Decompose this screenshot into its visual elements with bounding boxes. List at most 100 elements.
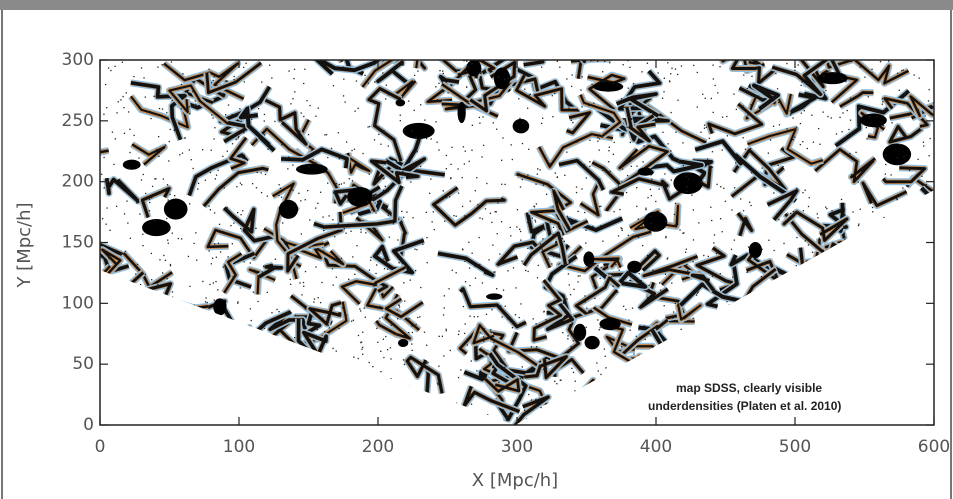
galaxy-dot (409, 279, 411, 281)
galaxy-dot (381, 316, 383, 318)
galaxy-dot (382, 401, 385, 403)
galaxy-dot (533, 205, 535, 207)
galaxy-dot (882, 100, 884, 103)
galaxy-dot (671, 282, 673, 284)
galaxy-dot (486, 413, 489, 416)
filament (570, 60, 611, 79)
galaxy-dot (802, 141, 804, 143)
galaxy-dot (377, 185, 380, 188)
galaxy-dot (411, 130, 413, 132)
galaxy-dot (535, 203, 538, 205)
galaxy-dot (584, 388, 586, 390)
galaxy-dot (283, 411, 285, 413)
galaxy-dot (359, 308, 361, 310)
galaxy-dot (352, 256, 354, 258)
galaxy-dot (411, 331, 414, 334)
filament (104, 177, 141, 203)
filament-glow (857, 304, 895, 357)
filament (484, 377, 521, 393)
galaxy-dot (838, 257, 840, 260)
galaxy-dot (519, 378, 521, 380)
galaxy-dot (721, 231, 723, 233)
galaxy-dot (256, 171, 258, 174)
galaxy-dot (566, 78, 568, 80)
galaxy-dot (380, 166, 382, 168)
galaxy-dot (479, 122, 481, 124)
filament (281, 147, 349, 169)
galaxy-dot (150, 252, 153, 255)
galaxy-dot (579, 65, 581, 67)
galaxy-dot (479, 217, 481, 219)
galaxy-dot (321, 281, 323, 284)
galaxy-dot (860, 340, 862, 342)
galaxy-dot (922, 141, 925, 143)
cluster (466, 412, 484, 425)
galaxy-dot (335, 276, 337, 278)
galaxy-dot (360, 228, 362, 231)
galaxy-dot (481, 282, 484, 284)
galaxy-dot (142, 245, 144, 247)
galaxy-dot (696, 106, 698, 108)
galaxy-dot (455, 215, 457, 217)
galaxy-dot (604, 355, 606, 357)
galaxy-dot (345, 314, 348, 317)
galaxy-dot (343, 228, 345, 230)
galaxy-dot (101, 322, 103, 324)
galaxy-dot (752, 229, 754, 232)
galaxy-dot (227, 104, 230, 106)
galaxy-dot (566, 303, 568, 306)
galaxy-dot (133, 134, 135, 137)
galaxy-dot (264, 173, 267, 176)
galaxy-dot (909, 288, 911, 291)
galaxy-dot (670, 274, 672, 276)
galaxy-dot (219, 251, 222, 253)
galaxy-dot (668, 80, 671, 82)
galaxy-dot (596, 60, 599, 62)
galaxy-dot (339, 411, 341, 413)
galaxy-dot (391, 273, 393, 275)
galaxy-dot (211, 114, 213, 116)
galaxy-dot (789, 110, 792, 112)
galaxy-dot (612, 83, 614, 85)
galaxy-dot (566, 298, 568, 300)
galaxy-dot (217, 169, 219, 171)
galaxy-dot (338, 378, 340, 380)
galaxy-dot (138, 157, 140, 159)
galaxy-dot (106, 207, 108, 209)
galaxy-dot (457, 168, 459, 170)
galaxy-dot (769, 417, 772, 419)
galaxy-dot (857, 181, 859, 183)
galaxy-dot (640, 279, 642, 282)
galaxy-dot (776, 88, 779, 90)
filament-edge (395, 400, 466, 425)
galaxy-dot (740, 105, 742, 108)
galaxy-dot (382, 307, 384, 309)
galaxy-dot (592, 225, 594, 227)
galaxy-dot (116, 112, 118, 114)
galaxy-dot (145, 414, 148, 416)
galaxy-dot (764, 293, 766, 296)
filament-glow (125, 387, 186, 425)
filament-edge (749, 343, 785, 382)
galaxy-dot (924, 228, 926, 230)
galaxy-dot (851, 295, 854, 297)
galaxy-dot (757, 86, 759, 88)
filament (845, 275, 910, 310)
galaxy-dot (461, 205, 464, 208)
galaxy-dot (898, 89, 900, 91)
galaxy-dot (385, 98, 387, 100)
galaxy-dot (816, 290, 819, 292)
galaxy-dot (232, 419, 234, 421)
galaxy-dot (120, 421, 123, 424)
galaxy-dot (814, 276, 816, 278)
galaxy-dot (877, 375, 879, 378)
galaxy-dot (416, 151, 419, 153)
filament-edge (879, 313, 929, 339)
galaxy-dot (703, 127, 706, 129)
galaxy-dot (546, 222, 548, 224)
galaxy-dot (195, 103, 197, 105)
galaxy-dot (174, 395, 176, 397)
galaxy-dot (745, 155, 748, 158)
filament-edge (282, 408, 310, 425)
galaxy-dot (217, 242, 220, 244)
